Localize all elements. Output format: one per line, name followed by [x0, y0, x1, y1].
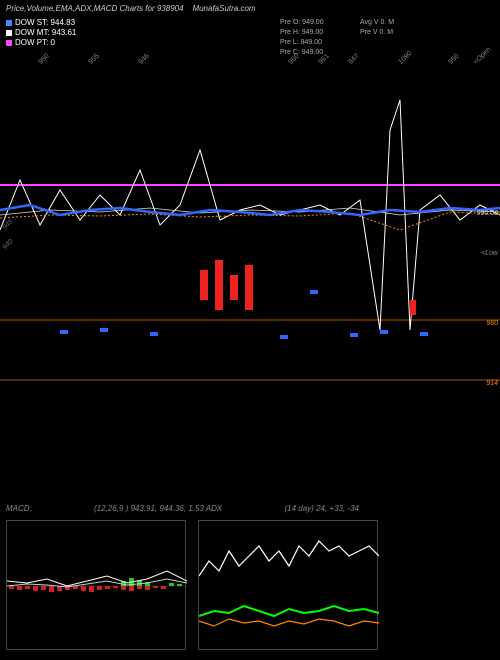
- main-price-chart: 940945 990.00<Low960914 9509559469609619…: [0, 50, 500, 400]
- chart-title: Price,Volume,EMA,ADX,MACD Charts for 938…: [6, 4, 184, 13]
- svg-text:940: 940: [1, 238, 14, 251]
- chart-source: MunafaSutra.com: [192, 4, 255, 13]
- y-axis-label: 914: [486, 380, 498, 387]
- legend: DOW ST: 944.83DOW MT: 943.61DOW PT: 0: [6, 18, 76, 48]
- y-axis-label: 990.00: [477, 210, 498, 217]
- volume-info: Avg V 0. MPre V 0. M: [360, 18, 394, 38]
- macd-label: MACD: (12,26,9 ) 943.91, 944.36, 1.53 AD…: [6, 504, 359, 516]
- adx-panel: [198, 520, 378, 650]
- y-axis-label: <Low: [481, 250, 498, 257]
- macd-panel: [6, 520, 186, 650]
- legend-item: DOW ST: 944.83: [6, 18, 76, 27]
- legend-item: DOW PT: 0: [6, 38, 76, 47]
- legend-item: DOW MT: 943.61: [6, 28, 76, 37]
- y-axis-label: 960: [486, 320, 498, 327]
